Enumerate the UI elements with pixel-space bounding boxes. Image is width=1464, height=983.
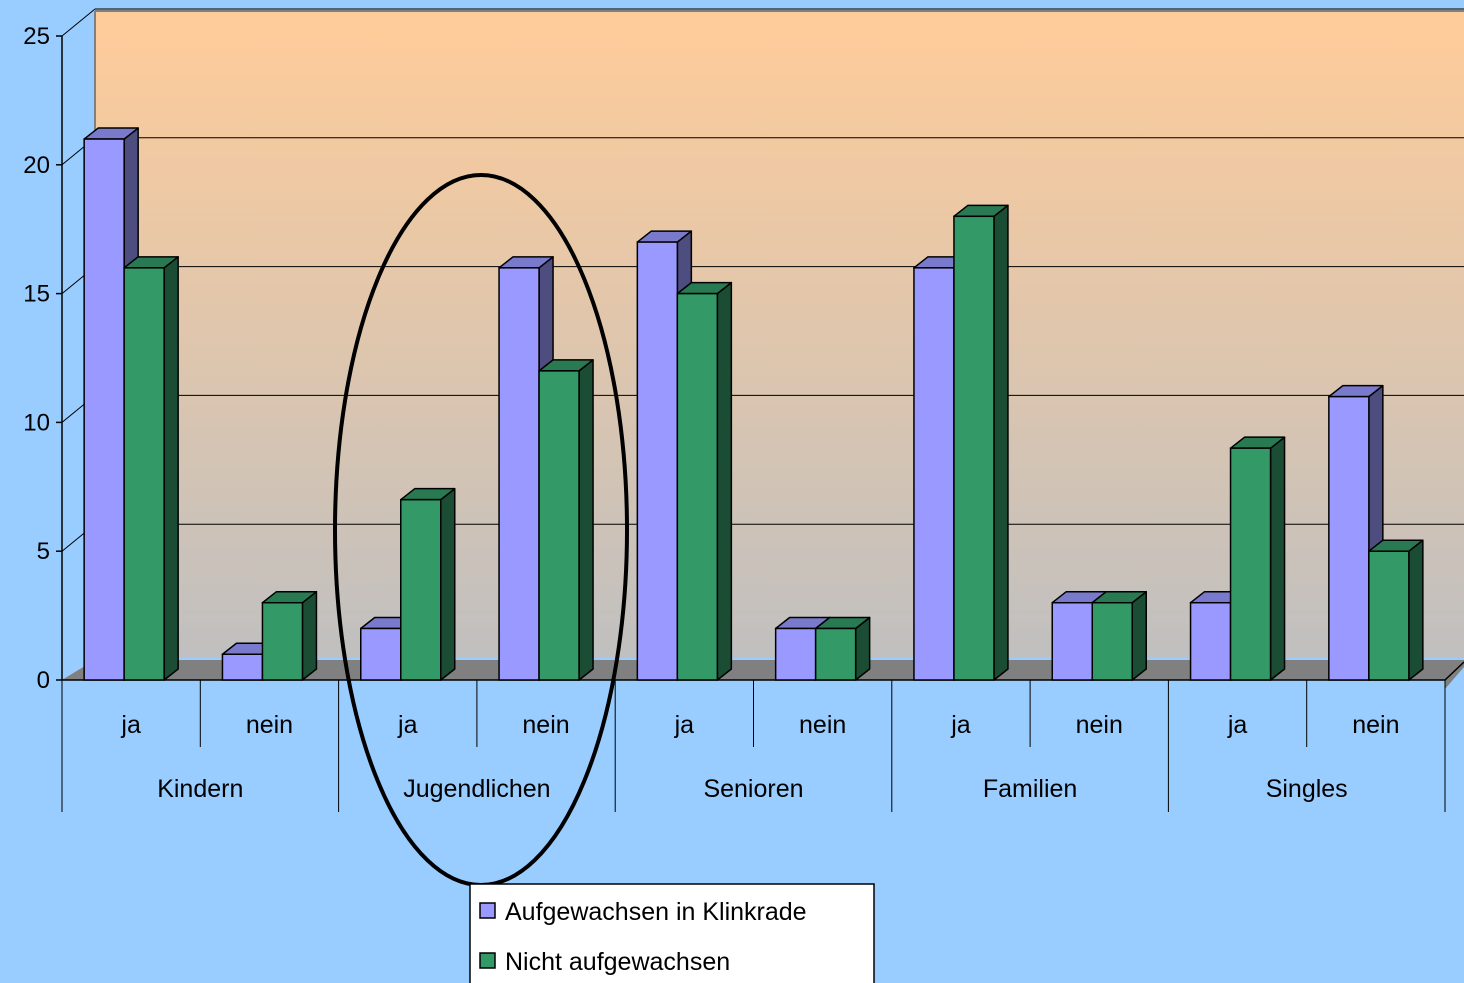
- bar-2-9: [1229, 436, 1286, 681]
- legend-label-series-2: Nicht aufgewachsen: [505, 948, 730, 976]
- x-axis: ja nein ja nein ja nein ja nein ja nein Kindern Jug…: [61, 680, 1446, 812]
- bar-front: [498, 267, 540, 681]
- y-axis: 0 5 10 15 20 25: [23, 23, 63, 694]
- x-group-label: Singles: [1266, 775, 1348, 803]
- bar-side: [440, 487, 456, 681]
- y-tick-label: 0: [37, 667, 50, 694]
- y-tick-label: 5: [37, 538, 50, 565]
- y-tick-label: 10: [23, 409, 50, 436]
- bar-2-4: [538, 359, 594, 681]
- x-tick-label: ja: [1227, 711, 1248, 739]
- bar-side: [1131, 590, 1147, 681]
- y-tick-label: 15: [23, 281, 50, 308]
- bar-side: [993, 204, 1009, 681]
- x-tick-label: nein: [522, 711, 569, 739]
- bar-2-10: [1368, 539, 1424, 681]
- bar-front: [1229, 447, 1272, 681]
- floor-edge: [1444, 661, 1464, 681]
- bar-front: [913, 267, 955, 681]
- bar-front: [123, 267, 165, 681]
- legend-box: [469, 883, 875, 983]
- x-tick-label: ja: [120, 711, 141, 739]
- legend-swatch-series-2: [479, 952, 496, 969]
- bar-front: [1368, 550, 1410, 681]
- x-group-label: Senioren: [703, 775, 803, 803]
- legend-label-series-1: Aufgewachsen in Klinkrade: [505, 898, 807, 926]
- bar-front: [1328, 395, 1370, 681]
- bar-front: [953, 215, 995, 681]
- bar-front: [538, 370, 580, 681]
- bar-side: [716, 281, 733, 681]
- bar-2-1: [123, 256, 179, 681]
- bar-side: [163, 256, 179, 681]
- bar-side: [1408, 539, 1424, 681]
- bar-front: [360, 627, 402, 681]
- bar-2-5: [676, 281, 733, 681]
- bar-front: [400, 498, 442, 681]
- legend-swatch-series-1: [479, 902, 496, 919]
- x-tick-label: nein: [1076, 711, 1123, 739]
- bar-side: [1269, 436, 1286, 681]
- x-tick-label: ja: [397, 711, 418, 739]
- bar-front: [636, 241, 679, 681]
- bar-2-8: [1091, 590, 1147, 681]
- bars: [83, 127, 1424, 681]
- bar-2-7: [953, 204, 1009, 681]
- y-tick-label: 20: [23, 152, 50, 179]
- y-tick-label: 25: [23, 23, 50, 50]
- bar-front: [814, 627, 857, 681]
- x-tick-label: nein: [246, 711, 293, 739]
- x-group-label: Kindern: [157, 775, 243, 803]
- x-tick-label: ja: [950, 711, 971, 739]
- bar-front: [261, 601, 304, 681]
- bar-side: [301, 590, 318, 681]
- bar-front: [221, 653, 264, 681]
- bar-front: [774, 627, 817, 681]
- bar-front: [83, 138, 125, 681]
- bar-front: [1189, 601, 1232, 681]
- bar-2-2: [261, 590, 318, 681]
- x-tick-label: nein: [799, 711, 846, 739]
- bar-front: [676, 292, 719, 681]
- bar-2-3: [400, 487, 456, 681]
- bar-1-10: [1328, 384, 1384, 681]
- legend: Aufgewachsen in Klinkrade Nicht aufgewac…: [469, 883, 875, 983]
- bar-side: [578, 359, 594, 681]
- gridline-diag: [61, 8, 96, 37]
- x-group-label: Familien: [983, 775, 1077, 803]
- x-tick-label: ja: [674, 711, 695, 739]
- bar-2-6: [814, 616, 871, 681]
- x-tick-label: nein: [1352, 711, 1399, 739]
- bar-front: [1091, 601, 1133, 681]
- bar-front: [1051, 601, 1093, 681]
- x-group-label: Jugendlichen: [403, 775, 550, 803]
